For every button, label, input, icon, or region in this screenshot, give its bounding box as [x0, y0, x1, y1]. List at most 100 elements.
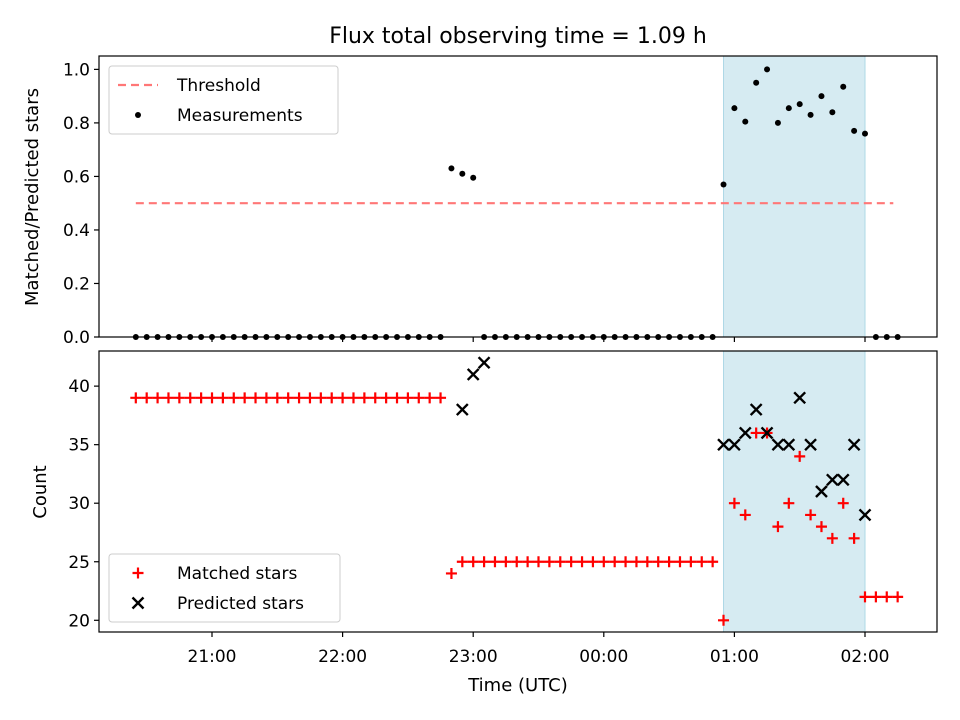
data-point	[413, 392, 425, 404]
data-point	[807, 111, 814, 118]
data-point	[718, 614, 730, 626]
data-point	[760, 426, 774, 440]
data-point	[402, 392, 414, 404]
chart-title: Flux total observing time = 1.09 h	[329, 24, 707, 49]
data-point	[466, 368, 480, 381]
data-point	[674, 556, 686, 568]
data-point	[641, 556, 653, 568]
data-point	[793, 391, 807, 405]
data-point	[184, 392, 196, 404]
data-point	[753, 79, 760, 86]
data-point	[720, 181, 727, 188]
legend-marker	[135, 112, 141, 118]
y-tick-label: 25	[68, 553, 90, 573]
data-point	[862, 130, 868, 137]
bottom-y-axis-label: Count	[30, 465, 51, 518]
data-point	[717, 438, 730, 452]
x-tick-label: 01:00	[710, 647, 759, 667]
data-point	[435, 392, 447, 404]
data-point	[870, 591, 882, 603]
data-point	[771, 438, 785, 452]
data-point	[728, 438, 741, 452]
legend-label: Measurements	[177, 106, 303, 126]
legend-label: Predicted stars	[177, 594, 304, 614]
data-point	[749, 403, 763, 416]
data-point	[829, 109, 836, 116]
y-tick-label: 0.8	[63, 114, 90, 134]
y-tick-label: 0.2	[63, 274, 90, 294]
data-point	[731, 105, 738, 112]
data-point	[750, 427, 762, 439]
data-point	[764, 66, 771, 73]
data-point	[358, 392, 370, 404]
data-point	[620, 556, 632, 568]
legend-box	[108, 553, 341, 623]
data-point	[282, 392, 294, 404]
data-point	[337, 392, 349, 404]
data-point	[250, 392, 262, 404]
y-tick-label: 0.4	[63, 221, 90, 241]
data-point	[630, 556, 642, 568]
data-point	[848, 532, 860, 544]
data-point	[391, 392, 403, 404]
top-panel: 0.0 0.2 0.4 0.6 0.8 1.0 Threshold Measurements	[63, 55, 938, 348]
y-tick-label: 20	[68, 611, 90, 631]
data-point	[347, 392, 359, 404]
data-point	[881, 591, 893, 603]
data-point	[685, 556, 697, 568]
data-point	[796, 101, 803, 108]
data-point	[522, 556, 534, 568]
data-point	[804, 438, 817, 452]
data-point	[467, 556, 479, 568]
data-point	[774, 119, 781, 126]
y-tick-label: 0.6	[63, 167, 90, 187]
data-point	[445, 567, 457, 579]
data-point	[847, 438, 861, 452]
data-point	[794, 450, 806, 462]
data-point	[742, 118, 749, 125]
data-point	[162, 392, 174, 404]
data-point	[554, 556, 566, 568]
top-y-axis-label: Matched/Predicted stars	[22, 88, 43, 306]
data-point	[837, 497, 849, 509]
data-point	[858, 508, 872, 522]
data-point	[738, 426, 752, 440]
data-point	[598, 556, 610, 568]
data-point	[130, 392, 142, 404]
data-point	[851, 127, 858, 134]
data-point	[836, 473, 850, 487]
data-point	[477, 356, 491, 370]
data-point	[826, 473, 839, 487]
x-tick-label: 21:00	[188, 647, 237, 667]
x-tick-label: 22:00	[318, 647, 367, 667]
data-point	[470, 174, 477, 181]
data-point	[195, 392, 207, 404]
data-point	[173, 392, 185, 404]
y-tick-label: 1.0	[63, 60, 90, 80]
data-point	[609, 556, 621, 568]
data-point	[772, 521, 784, 533]
data-point	[826, 532, 838, 544]
data-point	[369, 392, 381, 404]
data-point	[818, 93, 825, 100]
series-matched-stars	[130, 392, 904, 626]
data-point	[141, 392, 153, 404]
data-point	[304, 392, 316, 404]
legend: Matched stars Predicted stars	[108, 553, 341, 623]
x-axis-label: Time (UTC)	[467, 675, 568, 696]
legend-marker	[132, 567, 144, 579]
data-point	[815, 485, 828, 498]
data-point	[565, 556, 577, 568]
data-point	[315, 392, 327, 404]
y-tick-label: 30	[68, 494, 90, 514]
data-point	[152, 392, 164, 404]
legend-label: Matched stars	[177, 564, 297, 584]
x-tick-label: 00:00	[579, 647, 628, 667]
data-point	[707, 556, 719, 568]
data-point	[543, 556, 555, 568]
x-tick-label: 23:00	[449, 647, 498, 667]
data-point	[783, 497, 795, 509]
data-point	[576, 556, 588, 568]
data-point	[840, 83, 847, 90]
